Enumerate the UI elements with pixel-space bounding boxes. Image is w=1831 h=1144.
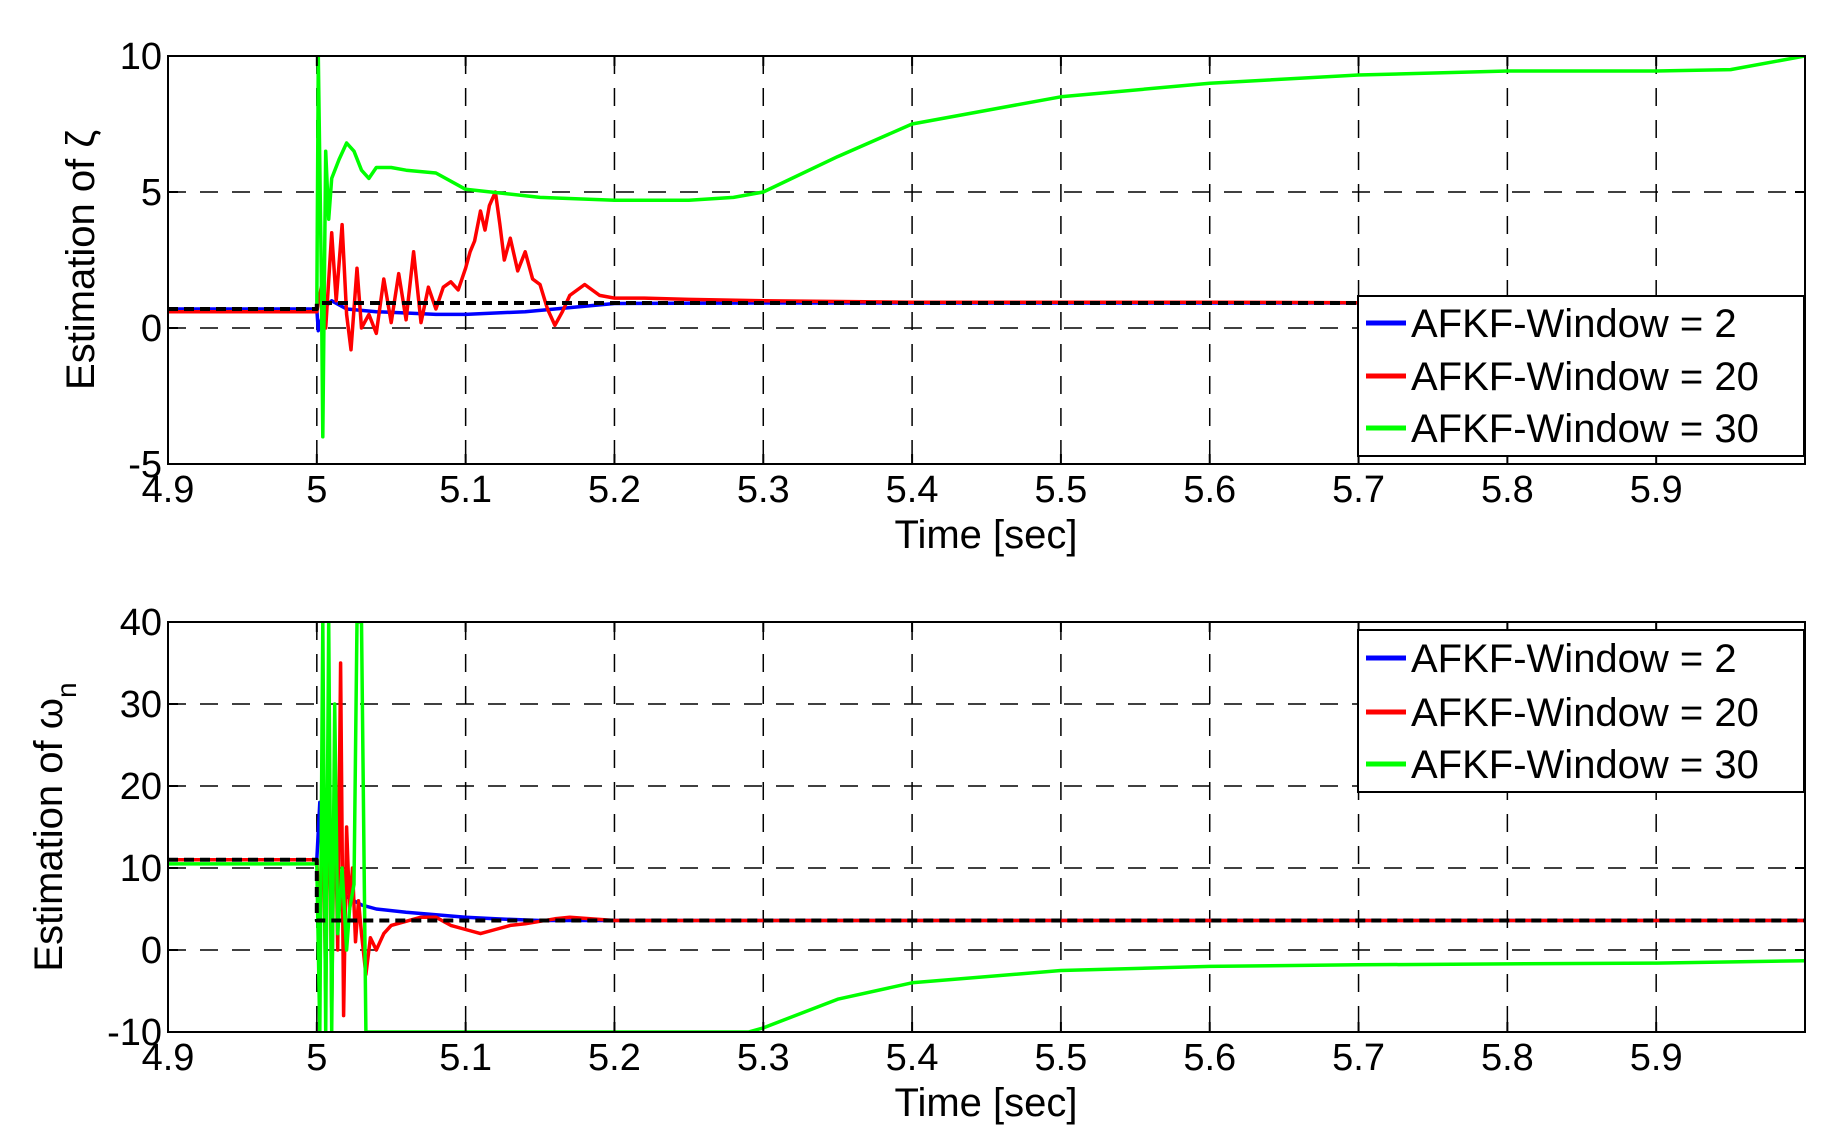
x-tick-label: 5.8 [1481,1037,1534,1079]
x-tick-label: 5.3 [737,469,790,511]
x-tick-label: 5 [306,469,327,511]
y-axis-label: Estimation of ζ [59,130,103,390]
x-tick-label: 4.9 [142,1037,195,1079]
zeta-estimation-plot: 4.9 5 5.1 5.2 5.3 5.4 5.5 5.6 5.7 5.8 5.9 -5 0 5 10 Ti… [59,36,1806,557]
series-layer [168,56,1805,439]
omega-n-estimation-plot: 4.9 5 5.1 5.2 5.3 5.4 5.5 5.6 5.7 5.8 5.9 -10 0 10 20 3… [27,602,1806,1125]
x-tick-label: 5.9 [1630,469,1683,511]
axes-box [167,55,1806,465]
x-tick-label: 5.3 [737,1037,790,1079]
ticks: 4.9 5 5.1 5.2 5.3 5.4 5.5 5.6 5.7 5.8 5.9 -5 0 5 10 [120,36,1805,511]
true-value-line [168,857,1805,923]
x-tick-label: 5.5 [1034,1037,1087,1079]
axes-box [167,621,1806,1033]
y-axis-label-main: Estimation of ω [27,698,71,972]
x-tick-label: 5 [306,1037,327,1079]
x-tick-label: 5.4 [886,469,939,511]
legend: AFKF-Window = 2 AFKF-Window = 20 AFKF-Wi… [1357,295,1805,457]
legend-entry: AFKF-Window = 2 [1411,302,1737,346]
y-tick-label: 20 [120,766,162,808]
x-tick-label: 4.9 [142,469,195,511]
x-tick-label: 5.1 [439,1037,492,1079]
y-tick-label: 40 [120,602,162,644]
series-layer [168,622,1805,1032]
x-tick-label: 5.8 [1481,469,1534,511]
x-tick-label: 5.6 [1183,1037,1236,1079]
true-value-line [168,301,1805,311]
y-tick-label: 0 [141,308,162,350]
x-tick-label: 5.2 [588,469,641,511]
y-tick-label: -5 [128,444,162,486]
y-axis-label-subscript: n [51,682,82,698]
legend-entry: AFKF-Window = 2 [1411,637,1737,681]
y-tick-label: 0 [141,930,162,972]
y-tick-label: 10 [120,36,162,78]
x-tick-label: 5.2 [588,1037,641,1079]
x-tick-label: 5.9 [1630,1037,1683,1079]
legend: AFKF-Window = 2 AFKF-Window = 20 AFKF-Wi… [1357,629,1805,793]
legend-entry: AFKF-Window = 20 [1411,691,1759,735]
legend-entry: AFKF-Window = 30 [1411,407,1759,451]
legend-entry: AFKF-Window = 30 [1411,743,1759,787]
x-tick-label: 5.4 [886,1037,939,1079]
y-tick-label: 5 [141,172,162,214]
x-tick-label: 5.5 [1034,469,1087,511]
x-tick-label: 5.1 [439,469,492,511]
legend-entry: AFKF-Window = 20 [1411,355,1759,399]
series-line-3 [315,56,1805,439]
x-tick-label: 5.7 [1332,1037,1385,1079]
x-tick-label: 5.7 [1332,469,1385,511]
legend-box [1357,629,1805,793]
y-axis-label: Estimation of ωn [27,682,82,971]
y-tick-label: 30 [120,684,162,726]
legend-box [1357,295,1805,457]
x-axis-label: Time [sec] [895,513,1078,557]
series-line-3 [168,622,1805,1032]
y-tick-label: -10 [107,1012,162,1054]
y-tick-label: 10 [120,848,162,890]
x-tick-label: 5.6 [1183,469,1236,511]
x-axis-label: Time [sec] [895,1081,1078,1125]
series-line-2 [168,190,1805,352]
